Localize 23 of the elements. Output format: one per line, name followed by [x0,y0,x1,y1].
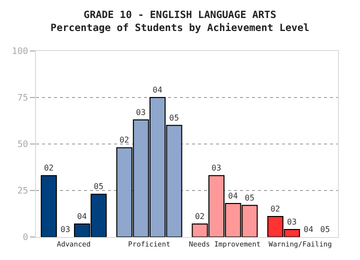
series-label: 05 [94,182,104,192]
text: 03 [212,164,222,173]
text: 04 [304,225,314,234]
text: 03 [60,225,70,234]
y-tick-label: 25 [17,186,28,197]
text: 04 [228,192,238,201]
text: 05 [320,225,330,234]
series-label: 04 [77,212,87,221]
series-label: 03 [136,108,146,117]
text: 03 [287,218,297,227]
chart-title: GRADE 10 - ENGLISH LANGUAGE ARTS [84,10,276,22]
y-tick-label: 0 [22,233,28,244]
y-tick-label: 50 [17,140,28,150]
series-label: 02 [44,164,54,173]
text: 05 [244,193,254,202]
chart-subtitle: Percentage of Students by Achievement Level [50,22,310,34]
y-tick-label: 100 [12,47,28,58]
text: 02 [270,204,280,214]
text: 02 [194,212,205,221]
text: 02 [119,136,130,145]
text: 04 [152,86,162,94]
text: 05 [169,113,179,122]
y-tick-label: 75 [17,94,28,104]
